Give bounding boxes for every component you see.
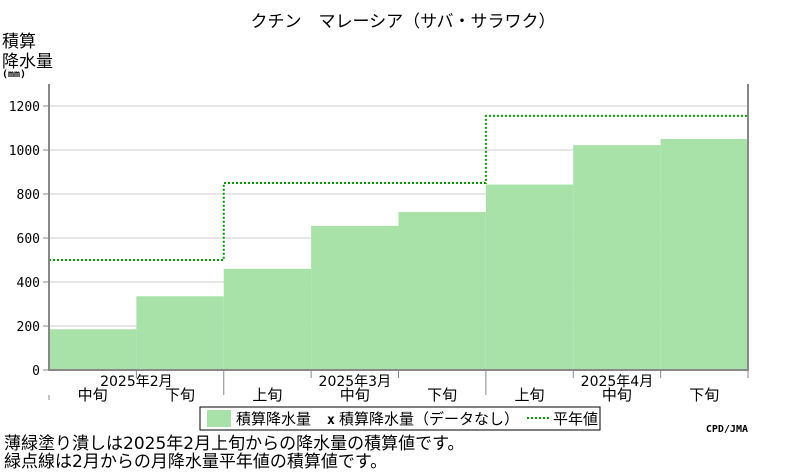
- y-tick-label-0: 0: [32, 364, 40, 379]
- y-tick-label-800: 800: [17, 188, 40, 203]
- y-tick-label-1200: 1200: [9, 100, 40, 115]
- y-tick-label-1000: 1000: [9, 144, 40, 159]
- x-month-label: 2025年4月: [581, 374, 654, 390]
- legend-label-normal: 平年値: [553, 410, 598, 428]
- y-tick-label-400: 400: [17, 276, 40, 291]
- legend-marker-missing: x: [327, 413, 335, 428]
- y-axis-label-line2: 降水量: [2, 52, 53, 72]
- note-line-2: 緑点線は2月からの月降水量平年値の積算値です。: [4, 452, 387, 470]
- bar-6: [573, 145, 661, 370]
- bar-1: [136, 296, 224, 370]
- y-axis-label-line1: 積算: [2, 32, 36, 52]
- x-month-label: 2025年3月: [319, 374, 392, 390]
- x-dekad-label: 下旬: [689, 386, 719, 404]
- x-dekad-label: 下旬: [165, 386, 195, 404]
- bar-0: [49, 329, 137, 370]
- bar-4: [398, 212, 486, 370]
- accumulated-precip-series: [49, 139, 748, 370]
- legend-box: [199, 406, 601, 431]
- x-dekad-labels: 中旬 下旬 上旬 中旬 下旬 上旬 中旬 下旬: [78, 386, 720, 404]
- bar-3: [311, 225, 399, 370]
- x-month-label: 2025年2月: [100, 374, 173, 390]
- legend-label-missing: 積算降水量（データなし）: [339, 410, 519, 428]
- y-tick-label-200: 200: [17, 320, 40, 335]
- x-dekad-label: 上旬: [515, 386, 545, 404]
- bar-7: [660, 139, 748, 370]
- x-dekad-label: 上旬: [252, 386, 282, 404]
- y-tick-label-600: 600: [17, 232, 40, 247]
- x-dekad-label: 中旬: [602, 386, 632, 404]
- legend-label-accumulated: 積算降水量: [236, 410, 311, 428]
- x-dekad-label: 中旬: [340, 386, 370, 404]
- legend-swatch-accumulated: [207, 410, 231, 427]
- x-month-labels: 2025年2月 2025年3月 2025年4月: [100, 374, 653, 390]
- credit-text: CPD/JMA: [706, 424, 748, 435]
- chart-title: クチン マレーシア（サバ・サラワク）: [251, 12, 556, 32]
- bar-5: [485, 184, 574, 370]
- y-ticks: 0 200 400 600 800 1000 1200: [9, 100, 49, 379]
- bar-2: [223, 268, 312, 370]
- y-axis-unit: (mm): [2, 69, 26, 80]
- legend: 積算降水量 x 積算降水量（データなし） 平年値: [199, 406, 601, 431]
- x-dekad-label: 中旬: [78, 386, 108, 404]
- note-line-1: 薄緑塗り潰しは2025年2月上旬からの降水量の積算値です。: [4, 433, 464, 454]
- x-ticks: [135, 370, 749, 395]
- x-dekad-label: 下旬: [427, 386, 457, 404]
- normal-series-line: [49, 114, 748, 261]
